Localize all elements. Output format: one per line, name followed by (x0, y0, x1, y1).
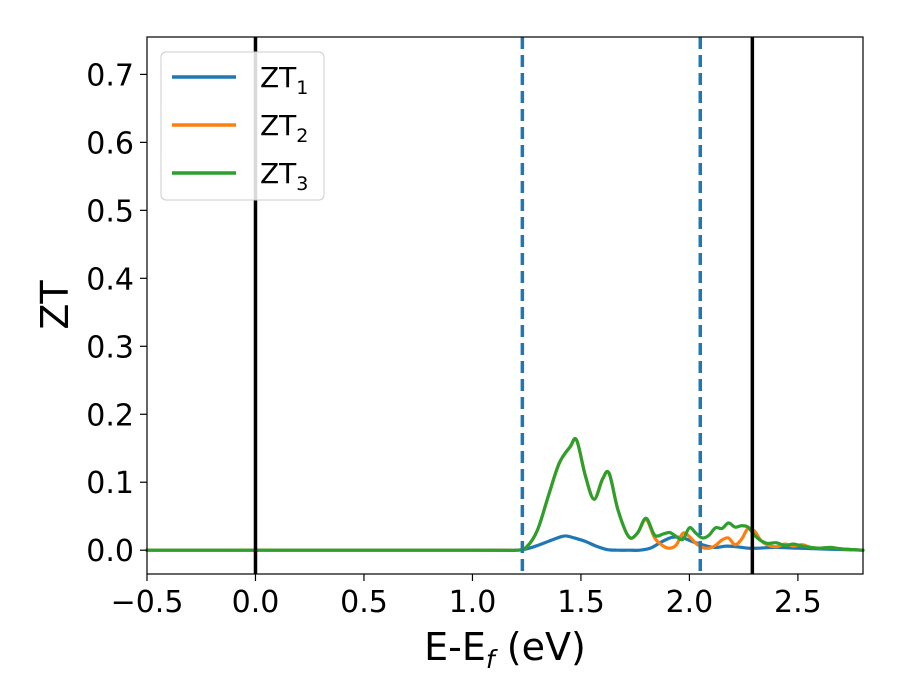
x-axis-label: E-Ef (eV) (424, 625, 586, 674)
legend: ZT1 ZT2 ZT3 (160, 51, 325, 201)
legend-label-zt1: ZT1 (260, 61, 308, 99)
y-tick-label: 0.3 (86, 330, 134, 365)
x-axis-ticks: −0.5 0.0 0.5 1.0 1.5 2.0 2.5 (111, 574, 822, 620)
series-line-zt3 (145, 437, 865, 553)
legend-label-zt2: ZT2 (260, 109, 308, 147)
x-tick-label: 0.5 (340, 585, 388, 620)
y-tick-label: 0.4 (86, 262, 134, 297)
series-layer (145, 437, 865, 553)
x-tick-label: 2.0 (666, 585, 714, 620)
y-tick-label: 0.0 (86, 534, 134, 569)
y-tick-label: 0.1 (86, 466, 134, 501)
x-tick-label: −0.5 (111, 585, 184, 620)
x-tick-label: 1.0 (449, 585, 497, 620)
y-axis-label: ZT (33, 280, 77, 330)
y-tick-label: 0.7 (86, 58, 134, 93)
x-axis-label-unit: (eV) (495, 625, 586, 669)
y-tick-label: 0.6 (86, 126, 134, 161)
series-line-zt1 (145, 534, 865, 552)
x-tick-label: 1.5 (557, 585, 605, 620)
vline-layer (253, 37, 755, 574)
y-axis-ticks: 0.0 0.1 0.2 0.3 0.4 0.5 0.6 0.7 (86, 58, 147, 569)
y-tick-label: 0.2 (86, 398, 134, 433)
legend-frame (160, 51, 325, 201)
plot-frame (146, 36, 864, 575)
x-tick-label: 0.0 (232, 585, 280, 620)
x-tick-label: 2.5 (774, 585, 822, 620)
y-tick-label: 0.5 (86, 194, 134, 229)
legend-label-zt3: ZT3 (260, 157, 308, 195)
x-axis-label-main: E-E (424, 625, 486, 669)
